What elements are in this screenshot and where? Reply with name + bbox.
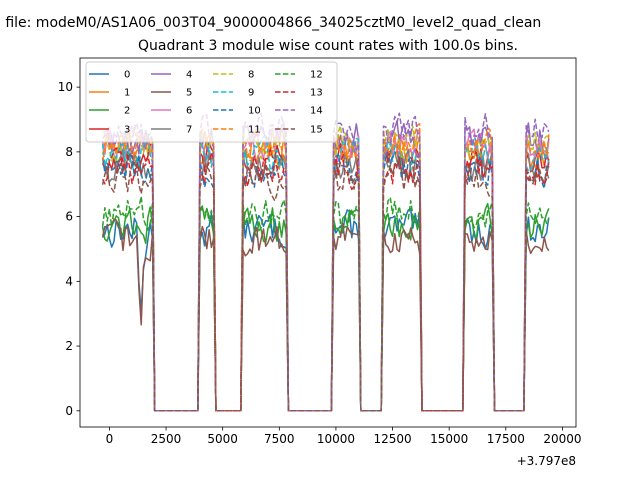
- series-line-12: [101, 195, 550, 412]
- figure-suptitle: n file: modeM0/AS1A06_003T04_9000004866_…: [0, 15, 541, 31]
- legend-label-3: 3: [124, 125, 130, 136]
- x-tick-label: 20000: [543, 432, 581, 446]
- legend-label-2: 2: [124, 106, 130, 117]
- legend-label-6: 6: [186, 106, 192, 117]
- series-line-7: [101, 149, 550, 412]
- legend-label-1: 1: [124, 88, 130, 99]
- legend-label-11: 11: [248, 125, 261, 136]
- y-tick-label: 10: [58, 80, 73, 94]
- legend-frame: [85, 61, 338, 143]
- legend-label-7: 7: [186, 125, 192, 136]
- x-tick-label: 2500: [151, 432, 182, 446]
- x-tick-label: 0: [106, 432, 114, 446]
- series-line-2: [101, 202, 550, 412]
- legend-label-4: 4: [186, 70, 192, 81]
- y-tick-label: 6: [65, 210, 73, 224]
- plot-lines: [101, 112, 550, 412]
- series-line-10: [101, 150, 550, 412]
- x-tick-label: 17500: [487, 432, 525, 446]
- y-tick-label: 4: [65, 274, 73, 288]
- series-line-5: [101, 218, 550, 412]
- x-tick-label: 12500: [373, 432, 411, 446]
- axes-frame: [79, 57, 577, 428]
- axes-box: [79, 57, 577, 428]
- y-tick-label: 8: [65, 145, 73, 159]
- y-tick-label: 2: [65, 339, 73, 353]
- legend-label-13: 13: [310, 88, 323, 99]
- series-line-13: [101, 147, 550, 412]
- chart-title: Quadrant 3 module wise count rates with …: [138, 38, 518, 54]
- x-tick-label: 15000: [430, 432, 468, 446]
- series-line-3: [101, 141, 550, 412]
- y-axis-ticks: 0 2 4 6 8 10: [58, 80, 80, 418]
- x-axis-offset-label: +3.797e8: [517, 454, 576, 468]
- legend-label-15: 15: [310, 125, 323, 136]
- legend-label-14: 14: [310, 106, 323, 117]
- legend-label-5: 5: [186, 88, 192, 99]
- x-tick-label: 10000: [317, 432, 355, 446]
- legend-label-0: 0: [124, 70, 130, 81]
- legend-label-9: 9: [248, 88, 254, 99]
- x-tick-label: 5000: [207, 432, 238, 446]
- x-tick-label: 7500: [264, 432, 295, 446]
- y-tick-label: 0: [65, 404, 73, 418]
- legend-label-10: 10: [248, 106, 261, 117]
- series-line-15: [101, 156, 550, 412]
- legend-label-12: 12: [310, 70, 323, 81]
- x-axis-ticks: 0 2500 5000 7500 10000 12500 15000 17500 20000: [106, 427, 582, 446]
- legend-label-8: 8: [248, 70, 254, 81]
